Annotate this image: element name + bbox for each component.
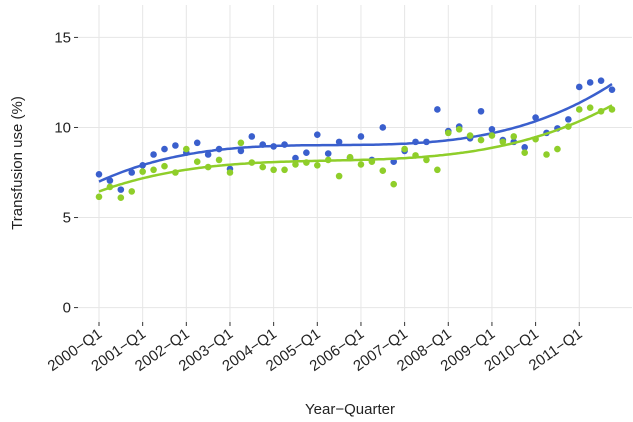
x-axis-title: Year−Quarter: [305, 401, 395, 418]
point: [106, 177, 114, 184]
point: [434, 106, 441, 113]
point: [368, 158, 376, 165]
point: [466, 132, 474, 139]
point: [521, 149, 528, 156]
y-axis-title: Transfusion use (%): [9, 96, 26, 230]
point: [215, 156, 223, 164]
point: [510, 133, 518, 140]
point: [106, 183, 114, 191]
point: [401, 145, 408, 153]
point: [532, 135, 539, 143]
point: [608, 86, 616, 93]
point: [313, 162, 321, 169]
point: [597, 77, 605, 84]
point: [488, 125, 496, 133]
smooth-line: [98, 83, 613, 183]
point: [586, 104, 594, 111]
point: [183, 145, 190, 153]
point: [390, 158, 398, 165]
point: [117, 194, 125, 202]
point: [281, 141, 288, 148]
point: [172, 169, 179, 176]
point: [357, 133, 365, 140]
point: [172, 142, 179, 149]
point: [117, 186, 125, 193]
point: [270, 143, 277, 150]
point: [324, 156, 332, 164]
point: [335, 172, 343, 180]
point: [335, 138, 343, 146]
point: [313, 131, 321, 138]
point: [226, 169, 234, 176]
point: [292, 161, 299, 168]
point: [248, 159, 256, 166]
point: [292, 154, 299, 162]
point: [95, 171, 103, 178]
point: [575, 106, 583, 113]
point: [586, 79, 594, 86]
point: [237, 139, 245, 147]
point: [423, 138, 430, 146]
point: [412, 138, 419, 146]
point: [608, 106, 616, 113]
point: [324, 150, 332, 157]
point: [521, 143, 528, 151]
point: [412, 152, 419, 159]
point: [303, 159, 310, 166]
point: [477, 136, 485, 144]
point: [499, 138, 507, 146]
point: [215, 145, 223, 153]
point: [281, 166, 288, 174]
point: [128, 169, 136, 176]
smooth-line: [98, 104, 613, 193]
point: [554, 145, 561, 153]
point: [488, 132, 496, 139]
point: [193, 158, 201, 165]
point: [455, 125, 463, 133]
point: [150, 166, 157, 174]
point: [423, 156, 430, 164]
point: [237, 147, 245, 155]
y-tick-label: 0: [63, 300, 71, 317]
point: [259, 163, 267, 171]
point: [565, 116, 572, 123]
point: [597, 107, 605, 115]
point: [139, 162, 146, 169]
y-tick-label: 10: [54, 119, 71, 136]
point: [204, 151, 212, 158]
point: [139, 168, 146, 175]
point: [161, 145, 168, 153]
point: [193, 139, 201, 147]
point: [161, 162, 168, 170]
point: [95, 193, 103, 201]
point: [444, 129, 452, 137]
point: [150, 151, 157, 158]
point: [379, 124, 387, 131]
point: [357, 161, 365, 168]
y-tick-label: 15: [54, 29, 71, 46]
point: [532, 114, 539, 121]
point: [390, 180, 398, 188]
point: [379, 167, 387, 175]
point: [248, 133, 256, 140]
point: [270, 166, 277, 174]
point: [303, 149, 310, 156]
point: [346, 153, 354, 161]
y-tick-label: 5: [63, 210, 71, 227]
point: [565, 123, 572, 130]
point: [204, 163, 212, 171]
point: [434, 166, 441, 174]
point: [575, 83, 583, 91]
point: [543, 151, 550, 158]
point: [128, 188, 136, 195]
point: [477, 107, 485, 115]
point: [259, 141, 267, 148]
